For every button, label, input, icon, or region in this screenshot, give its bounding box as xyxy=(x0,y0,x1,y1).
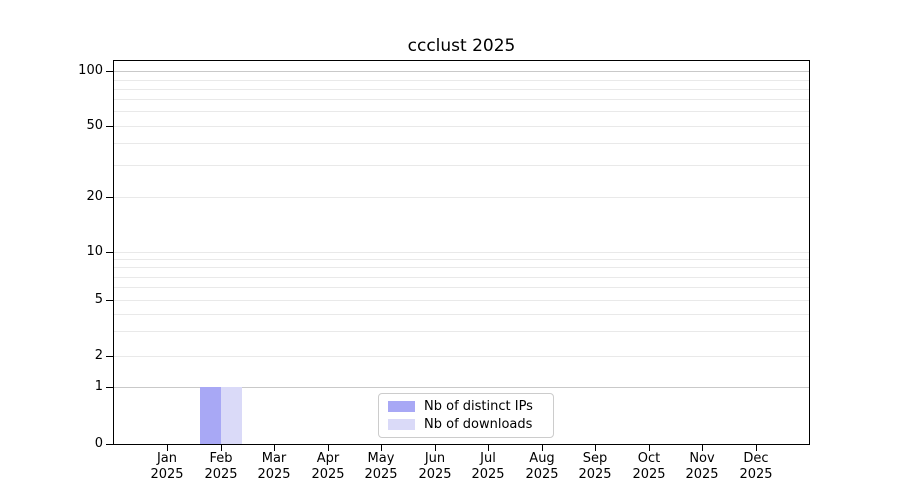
x-tick-label: Feb 2025 xyxy=(189,451,253,483)
gridline-minor xyxy=(114,111,809,112)
x-tick-month: Apr xyxy=(316,451,340,466)
y-tick xyxy=(106,126,113,127)
x-tick xyxy=(542,445,543,451)
y-tick xyxy=(106,71,113,72)
x-tick-month: Aug xyxy=(529,451,555,466)
x-tick xyxy=(649,445,650,451)
y-tick xyxy=(106,197,113,198)
x-tick-label: Sep 2025 xyxy=(563,451,627,483)
gridline-minor xyxy=(114,331,809,332)
x-tick-label: Aug 2025 xyxy=(510,451,574,483)
gridline-major xyxy=(114,126,809,127)
gridline-minor xyxy=(114,314,809,315)
x-tick-month: Mar xyxy=(261,451,287,466)
gridline-minor xyxy=(114,277,809,278)
x-tick xyxy=(167,445,168,451)
gridline-major xyxy=(114,300,809,301)
x-tick-label: Jul 2025 xyxy=(456,451,520,483)
x-tick-month: Jan xyxy=(156,451,178,466)
x-tick-label: Jun 2025 xyxy=(403,451,467,483)
y-tick xyxy=(106,444,113,445)
y-tick xyxy=(106,356,113,357)
y-tick-label: 20 xyxy=(86,189,103,204)
bar-distinct-ips xyxy=(200,387,221,444)
y-tick-label: 10 xyxy=(86,244,103,259)
x-tick-year: 2025 xyxy=(739,467,773,482)
legend: Nb of distinct IPs Nb of downloads xyxy=(378,393,554,438)
y-tick-label: 1 xyxy=(94,379,103,394)
y-tick xyxy=(106,252,113,253)
x-tick-year: 2025 xyxy=(150,467,184,482)
legend-swatch-downloads xyxy=(388,419,415,430)
x-tick-month: Sep xyxy=(582,451,608,466)
bar-downloads xyxy=(221,387,242,444)
x-tick-month: Jun xyxy=(424,451,446,466)
x-tick xyxy=(488,445,489,451)
gridline-major xyxy=(114,197,809,198)
x-tick-label: Apr 2025 xyxy=(296,451,360,483)
x-tick xyxy=(756,445,757,451)
x-tick-label: Oct 2025 xyxy=(617,451,681,483)
chart-title: ccclust 2025 xyxy=(407,36,516,56)
x-tick-month: Dec xyxy=(743,451,769,466)
y-tick-label: 100 xyxy=(78,63,103,78)
x-tick xyxy=(221,445,222,451)
x-tick-year: 2025 xyxy=(578,467,612,482)
y-tick-label: 50 xyxy=(86,118,103,133)
plot-area: Nb of distinct IPs Nb of downloads xyxy=(113,60,810,445)
legend-swatch-distinct-ips xyxy=(388,401,415,412)
x-tick-year: 2025 xyxy=(525,467,559,482)
x-tick-year: 2025 xyxy=(364,467,398,482)
legend-item: Nb of distinct IPs xyxy=(388,399,544,414)
legend-label: Nb of distinct IPs xyxy=(424,399,533,414)
x-tick-month: Oct xyxy=(637,451,661,466)
gridline-major xyxy=(114,356,809,357)
x-tick-label: Nov 2025 xyxy=(670,451,734,483)
gridline-minor xyxy=(114,165,809,166)
x-tick-month: Jul xyxy=(480,451,496,466)
y-tick-label: 5 xyxy=(94,292,103,307)
y-tick xyxy=(106,387,113,388)
y-tick xyxy=(106,300,113,301)
x-tick-year: 2025 xyxy=(311,467,345,482)
gridline-major xyxy=(114,387,809,388)
gridline-minor xyxy=(114,143,809,144)
y-tick-label: 2 xyxy=(94,348,103,363)
gridline-minor xyxy=(114,80,809,81)
x-tick-label: Dec 2025 xyxy=(724,451,788,483)
x-tick-label: May 2025 xyxy=(349,451,413,483)
x-tick xyxy=(328,445,329,451)
gridline-major xyxy=(114,252,809,253)
x-tick-month: May xyxy=(367,451,395,466)
x-tick-month: Nov xyxy=(689,451,715,466)
x-tick xyxy=(702,445,703,451)
x-tick-label: Jan 2025 xyxy=(135,451,199,483)
x-tick-year: 2025 xyxy=(685,467,719,482)
x-tick-month: Feb xyxy=(209,451,233,466)
legend-label: Nb of downloads xyxy=(424,417,533,432)
x-tick xyxy=(274,445,275,451)
gridline-minor xyxy=(114,89,809,90)
x-tick xyxy=(435,445,436,451)
y-tick-label: 0 xyxy=(94,436,103,451)
gridline-minor xyxy=(114,267,809,268)
x-tick-year: 2025 xyxy=(471,467,505,482)
x-tick-year: 2025 xyxy=(257,467,291,482)
x-tick-label: Mar 2025 xyxy=(242,451,306,483)
x-tick-year: 2025 xyxy=(632,467,666,482)
x-tick xyxy=(381,445,382,451)
x-tick xyxy=(595,445,596,451)
gridline-major xyxy=(114,71,809,72)
x-tick-year: 2025 xyxy=(418,467,452,482)
gridline-minor xyxy=(114,99,809,100)
legend-item: Nb of downloads xyxy=(388,417,544,432)
gridline-minor xyxy=(114,287,809,288)
x-tick-year: 2025 xyxy=(204,467,238,482)
gridline-minor xyxy=(114,259,809,260)
